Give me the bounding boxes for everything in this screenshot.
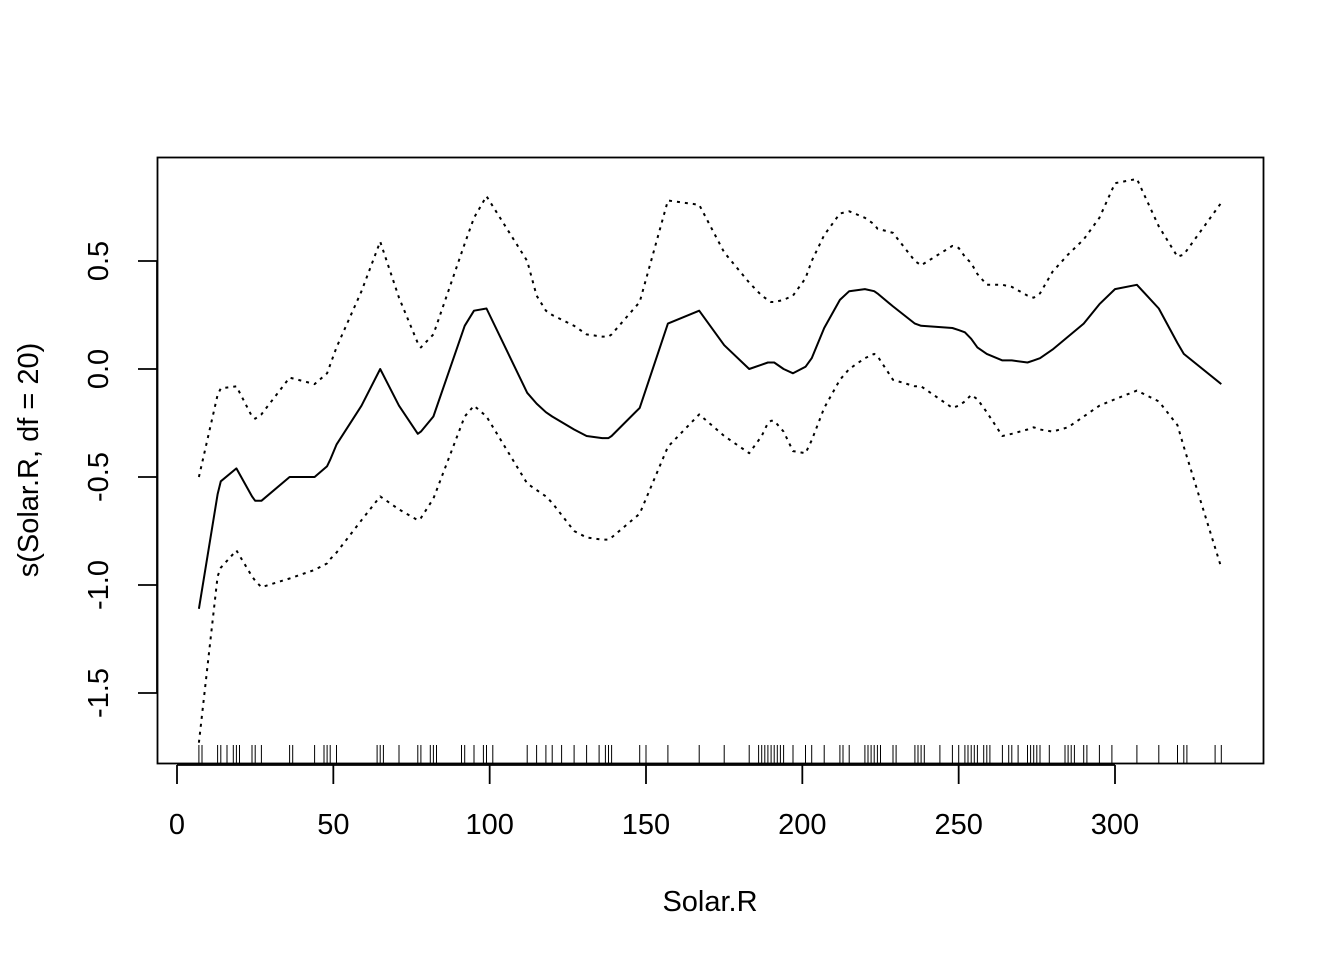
- y-axis-title: s(Solar.R, df = 20): [13, 343, 45, 578]
- y-tick-label: 0.0: [83, 349, 115, 389]
- rug-marks: [198, 745, 1222, 763]
- x-tick-label: 150: [622, 809, 670, 841]
- x-axis: 0 50 100 150 200 250 300: [169, 764, 1139, 841]
- upper-se-band-line: [197, 177, 1223, 478]
- y-tick-label: -0.5: [83, 452, 115, 502]
- series-lines: [197, 177, 1223, 743]
- x-tick-label: 300: [1091, 809, 1139, 841]
- y-tick-label: 0.5: [83, 241, 115, 281]
- smooth-fit-line: [197, 283, 1222, 609]
- x-tick-label: 250: [934, 809, 982, 841]
- x-tick-label: 50: [317, 809, 349, 841]
- y-tick-label: -1.5: [83, 668, 115, 718]
- x-axis-title: Solar.R: [662, 886, 757, 918]
- y-tick-label: -1.0: [83, 560, 115, 610]
- plot-frame: [156, 156, 1265, 765]
- x-tick-label: 0: [169, 809, 185, 841]
- x-tick-label: 100: [465, 809, 513, 841]
- lower-se-band-line: [197, 352, 1223, 743]
- y-axis: -1.5 -1.0 -0.5 0.0 0.5: [83, 241, 158, 718]
- x-tick-label: 200: [778, 809, 826, 841]
